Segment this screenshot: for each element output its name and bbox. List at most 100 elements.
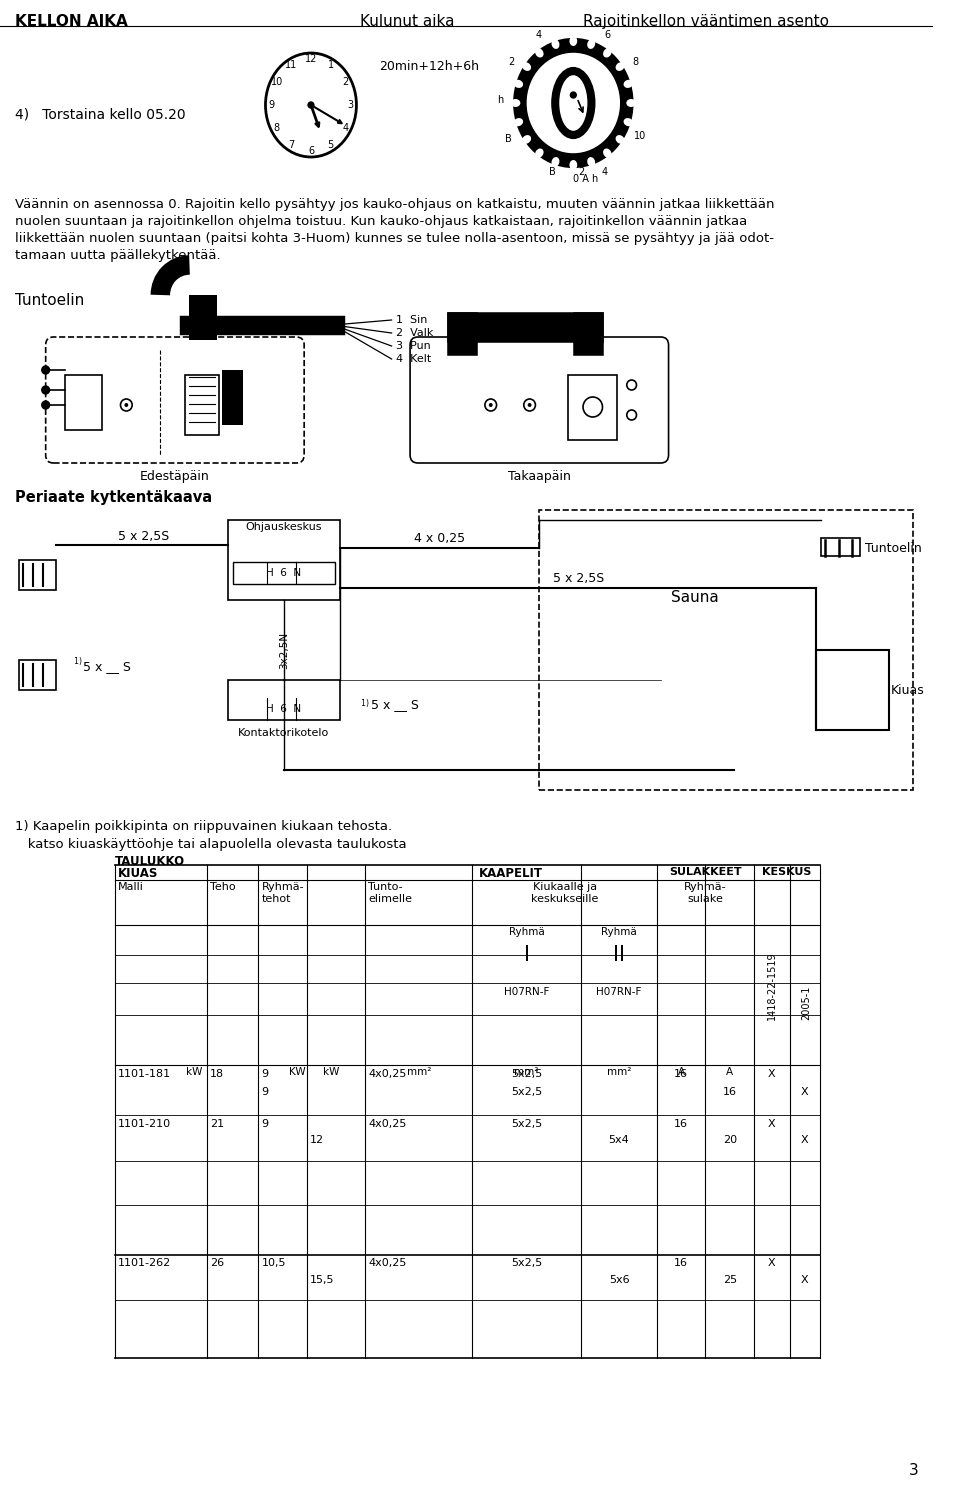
Ellipse shape xyxy=(551,67,595,138)
Ellipse shape xyxy=(569,159,577,170)
Text: 4: 4 xyxy=(342,124,348,133)
Text: 12: 12 xyxy=(304,54,317,64)
Text: Ohjauskeskus: Ohjauskeskus xyxy=(246,523,322,532)
Circle shape xyxy=(308,103,314,109)
Ellipse shape xyxy=(514,118,523,127)
Text: Ryhmä: Ryhmä xyxy=(601,928,636,937)
Text: 25: 25 xyxy=(723,1275,737,1285)
Text: 5x6: 5x6 xyxy=(609,1275,630,1285)
Text: 2  Valk: 2 Valk xyxy=(396,328,433,338)
Text: 5 x 2,5S: 5 x 2,5S xyxy=(553,572,604,585)
Ellipse shape xyxy=(513,37,634,168)
Text: mm²: mm² xyxy=(515,1068,539,1077)
Text: $^{1)}$: $^{1)}$ xyxy=(360,700,369,710)
Ellipse shape xyxy=(535,48,543,58)
Text: 8: 8 xyxy=(274,124,279,133)
Text: X: X xyxy=(768,1120,776,1129)
Text: Malli: Malli xyxy=(117,881,143,892)
Text: 9: 9 xyxy=(261,1120,269,1129)
Circle shape xyxy=(489,404,492,406)
Text: 10: 10 xyxy=(634,131,646,141)
Ellipse shape xyxy=(522,135,531,144)
Bar xyxy=(233,561,335,584)
Text: I: I xyxy=(524,946,530,965)
Text: 5x2,5: 5x2,5 xyxy=(511,1069,542,1080)
Text: 1101-210: 1101-210 xyxy=(117,1120,171,1129)
Text: SULAKKEET: SULAKKEET xyxy=(669,867,742,877)
Ellipse shape xyxy=(626,98,636,107)
Text: 5 x __ S: 5 x __ S xyxy=(372,698,420,712)
Bar xyxy=(816,651,889,730)
Text: nuolen suuntaan ja rajoitinkellon ohjelma toistuu. Kun kauko-ohjaus katkaistaan,: nuolen suuntaan ja rajoitinkellon ohjelm… xyxy=(14,214,747,228)
Text: 4: 4 xyxy=(601,167,608,177)
Text: KELLON AIKA: KELLON AIKA xyxy=(14,13,128,28)
Text: H07RN-F: H07RN-F xyxy=(504,987,549,998)
Text: Ryhmä: Ryhmä xyxy=(509,928,544,937)
Text: 1  Sin: 1 Sin xyxy=(396,316,427,325)
Text: B: B xyxy=(505,134,512,144)
Text: 6: 6 xyxy=(308,146,314,156)
Circle shape xyxy=(570,92,576,98)
Text: 5x2,5: 5x2,5 xyxy=(511,1087,542,1097)
Text: 3: 3 xyxy=(908,1464,919,1479)
Ellipse shape xyxy=(569,36,577,46)
Text: KAAPELIT: KAAPELIT xyxy=(479,867,543,880)
Text: H07RN-F: H07RN-F xyxy=(596,987,641,998)
Ellipse shape xyxy=(624,118,633,127)
Ellipse shape xyxy=(514,80,523,88)
Text: 2: 2 xyxy=(342,77,348,88)
Text: KESKUS: KESKUS xyxy=(762,867,812,877)
Text: 4x0,25: 4x0,25 xyxy=(369,1069,407,1080)
Text: H  6  N: H 6 N xyxy=(266,704,301,715)
Bar xyxy=(65,375,102,430)
Text: 5: 5 xyxy=(327,140,334,150)
Text: 4 x 0,25: 4 x 0,25 xyxy=(414,532,465,545)
Text: 3: 3 xyxy=(348,100,353,110)
Text: 4x0,25: 4x0,25 xyxy=(369,1258,407,1269)
Circle shape xyxy=(42,386,50,395)
Text: TAULUKKO: TAULUKKO xyxy=(114,855,184,868)
Text: 5x2,5: 5x2,5 xyxy=(511,1258,542,1269)
Circle shape xyxy=(42,401,50,409)
Text: $^{1)}$: $^{1)}$ xyxy=(73,658,83,669)
Text: 9: 9 xyxy=(269,100,275,110)
Text: 16: 16 xyxy=(723,1087,736,1097)
Text: 1101-262: 1101-262 xyxy=(117,1258,171,1269)
Ellipse shape xyxy=(624,80,633,88)
Text: 0 A h: 0 A h xyxy=(573,174,599,185)
Text: Kiukaalle ja: Kiukaalle ja xyxy=(533,881,597,892)
Text: Edestäpäin: Edestäpäin xyxy=(140,471,210,482)
Text: elimelle: elimelle xyxy=(369,893,412,904)
Text: 1) Kaapelin poikkipinta on riippuvainen kiukaan tehosta.: 1) Kaapelin poikkipinta on riippuvainen … xyxy=(14,820,392,832)
Text: 2: 2 xyxy=(508,57,515,67)
Bar xyxy=(222,369,243,424)
Ellipse shape xyxy=(511,98,520,107)
Bar xyxy=(568,375,617,441)
Text: Kulunut aika: Kulunut aika xyxy=(360,13,454,28)
Text: 2: 2 xyxy=(578,167,585,177)
Text: Rajoitinkellon vääntimen asento: Rajoitinkellon vääntimen asento xyxy=(583,13,829,28)
Circle shape xyxy=(125,404,129,406)
Ellipse shape xyxy=(615,135,625,144)
Text: 9: 9 xyxy=(261,1069,269,1080)
Text: tehot: tehot xyxy=(261,893,291,904)
Ellipse shape xyxy=(535,149,543,158)
Text: X: X xyxy=(801,1087,808,1097)
Text: 21: 21 xyxy=(210,1120,224,1129)
Text: kW: kW xyxy=(185,1068,203,1077)
FancyBboxPatch shape xyxy=(46,337,304,463)
Text: keskukseille: keskukseille xyxy=(531,893,598,904)
Text: 1: 1 xyxy=(327,60,334,70)
Text: B: B xyxy=(548,167,555,177)
Text: 1101-181: 1101-181 xyxy=(117,1069,171,1080)
Bar xyxy=(19,660,57,689)
Text: 3  Pun: 3 Pun xyxy=(396,341,430,351)
Text: katso kiuaskäyttöohje tai alapuolella olevasta taulukosta: katso kiuaskäyttöohje tai alapuolella ol… xyxy=(14,838,406,852)
Text: Kontaktorikotelo: Kontaktorikotelo xyxy=(238,728,329,739)
Text: A: A xyxy=(678,1068,684,1077)
Text: Tuntoelin: Tuntoelin xyxy=(14,293,84,308)
Circle shape xyxy=(42,366,50,374)
Text: 4x0,25: 4x0,25 xyxy=(369,1120,407,1129)
Text: 18: 18 xyxy=(210,1069,224,1080)
Text: 7: 7 xyxy=(288,140,295,150)
